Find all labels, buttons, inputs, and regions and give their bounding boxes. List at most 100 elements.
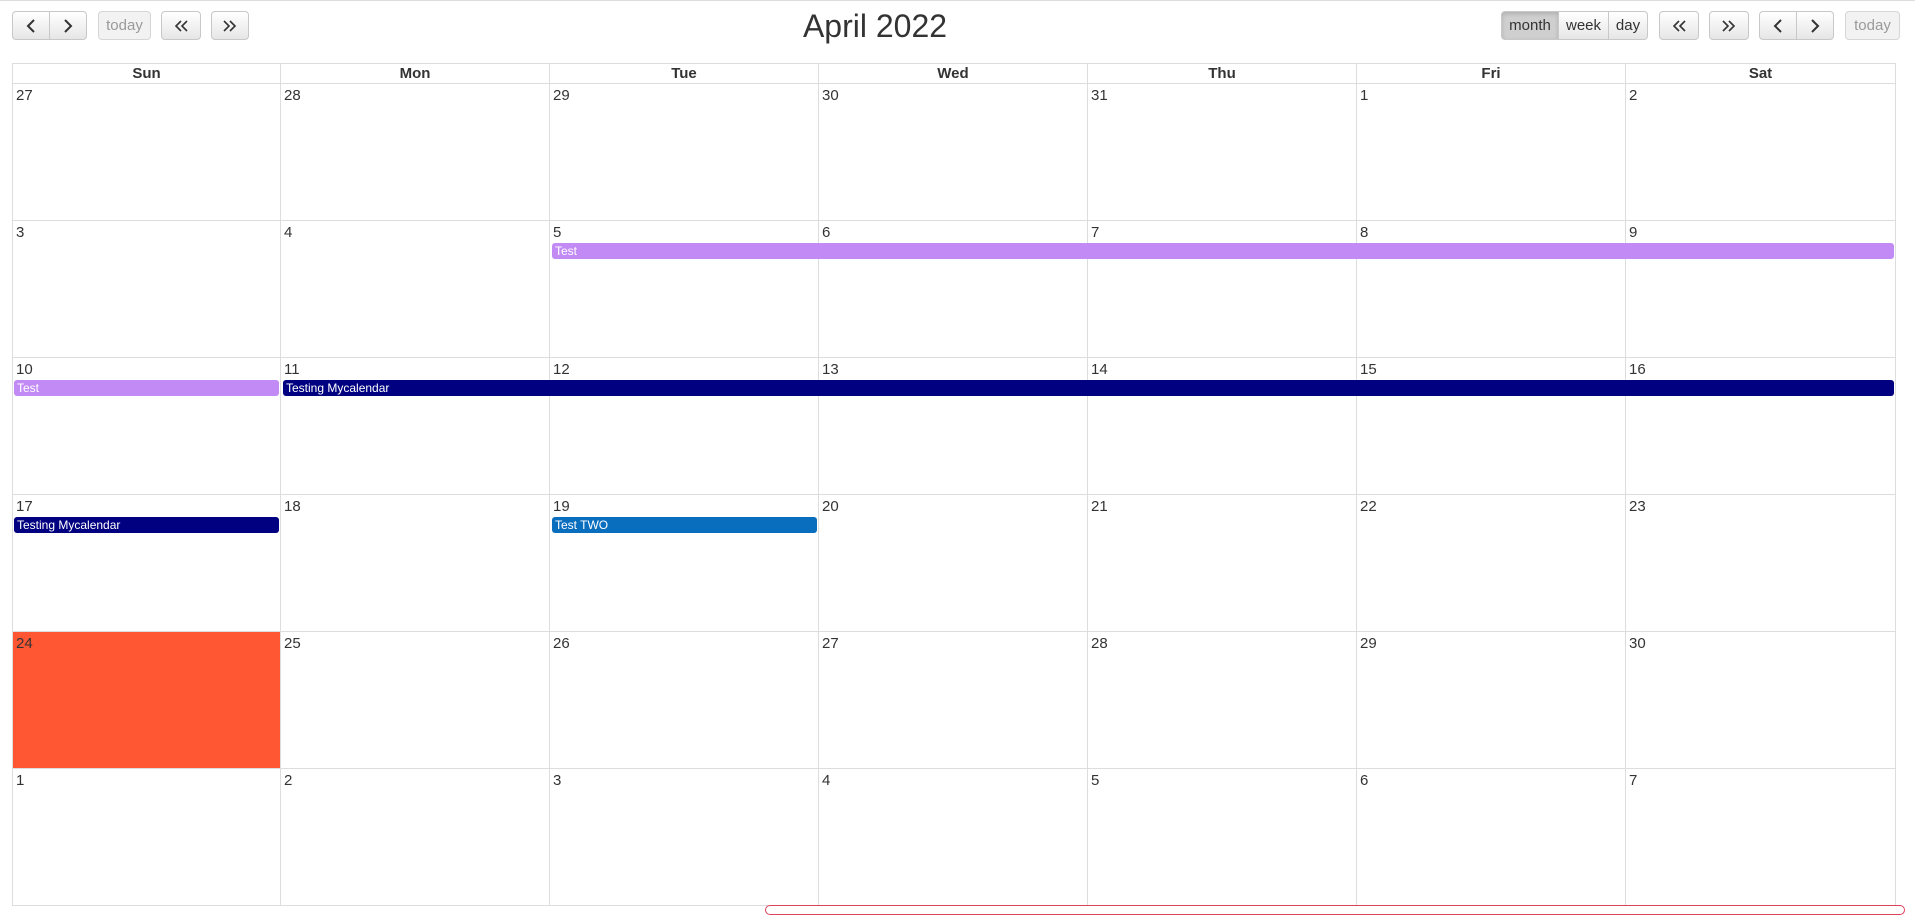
day-cell[interactable]: 1 <box>12 769 281 906</box>
day-cell[interactable]: 19 <box>550 495 819 632</box>
day-cell[interactable]: 4 <box>819 769 1088 906</box>
day-number[interactable]: 2 <box>1629 87 1638 104</box>
day-cell[interactable]: 3 <box>12 221 281 358</box>
day-cell[interactable]: 21 <box>1088 495 1357 632</box>
calendar-event[interactable]: Testing Mycalendar <box>283 380 1894 396</box>
day-number[interactable]: 12 <box>553 361 570 378</box>
day-cell[interactable]: 6 <box>819 221 1088 358</box>
day-cell[interactable]: 27 <box>12 84 281 221</box>
month-view-button[interactable]: month <box>1501 11 1559 40</box>
day-number[interactable]: 19 <box>553 498 570 515</box>
day-cell[interactable]: 2 <box>1626 84 1896 221</box>
next-button[interactable] <box>49 11 87 40</box>
day-cell[interactable]: 12 <box>550 358 819 495</box>
day-cell[interactable]: 15 <box>1357 358 1626 495</box>
day-cell[interactable]: 3 <box>550 769 819 906</box>
calendar-event[interactable]: Test <box>552 243 1894 259</box>
day-number[interactable]: 21 <box>1091 498 1108 515</box>
next-button-right[interactable] <box>1796 11 1834 40</box>
today-button-right[interactable]: today <box>1845 11 1900 40</box>
day-number[interactable]: 2 <box>284 772 293 789</box>
day-cell[interactable]: 2 <box>281 769 550 906</box>
day-number[interactable]: 28 <box>284 87 301 104</box>
day-number[interactable]: 10 <box>16 361 33 378</box>
day-number[interactable]: 11 <box>284 361 300 378</box>
day-cell[interactable]: 22 <box>1357 495 1626 632</box>
day-number[interactable]: 27 <box>822 635 839 652</box>
day-cell[interactable]: 25 <box>281 632 550 769</box>
day-cell[interactable]: 8 <box>1357 221 1626 358</box>
day-number[interactable]: 29 <box>553 87 570 104</box>
day-cell[interactable]: 28 <box>1088 632 1357 769</box>
day-number[interactable]: 24 <box>16 635 33 652</box>
week-view-button[interactable]: week <box>1558 11 1609 40</box>
prev-year-button[interactable] <box>161 11 201 40</box>
day-view-button[interactable]: day <box>1608 11 1648 40</box>
day-number[interactable]: 25 <box>284 635 301 652</box>
day-cell[interactable]: 16 <box>1626 358 1896 495</box>
calendar-event[interactable]: Test TWO <box>552 517 817 533</box>
day-number[interactable]: 5 <box>553 224 562 241</box>
day-number[interactable]: 18 <box>284 498 301 515</box>
day-number[interactable]: 29 <box>1360 635 1377 652</box>
day-cell[interactable]: 31 <box>1088 84 1357 221</box>
day-number[interactable]: 3 <box>553 772 562 789</box>
day-number[interactable]: 4 <box>284 224 293 241</box>
day-cell[interactable]: 9 <box>1626 221 1896 358</box>
day-cell[interactable]: 29 <box>1357 632 1626 769</box>
day-number[interactable]: 9 <box>1629 224 1638 241</box>
day-number[interactable]: 30 <box>822 87 839 104</box>
day-cell[interactable]: 13 <box>819 358 1088 495</box>
day-cell[interactable]: 30 <box>819 84 1088 221</box>
day-cell[interactable]: 1 <box>1357 84 1626 221</box>
day-number[interactable]: 26 <box>553 635 570 652</box>
day-number[interactable]: 17 <box>16 498 33 515</box>
day-cell[interactable]: 14 <box>1088 358 1357 495</box>
day-number[interactable]: 16 <box>1629 361 1646 378</box>
day-number[interactable]: 31 <box>1091 87 1108 104</box>
calendar-event[interactable]: Testing Mycalendar <box>14 517 279 533</box>
day-cell[interactable]: 26 <box>550 632 819 769</box>
next-year-button-right[interactable] <box>1709 11 1749 40</box>
day-cell[interactable]: 7 <box>1088 221 1357 358</box>
day-number[interactable]: 23 <box>1629 498 1646 515</box>
day-cell[interactable]: 6 <box>1357 769 1626 906</box>
day-number[interactable]: 4 <box>822 772 831 789</box>
day-number[interactable]: 13 <box>822 361 839 378</box>
day-cell[interactable]: 28 <box>281 84 550 221</box>
day-cell[interactable]: 7 <box>1626 769 1896 906</box>
day-number[interactable]: 7 <box>1091 224 1100 241</box>
day-number[interactable]: 1 <box>1360 87 1369 104</box>
day-cell[interactable]: 27 <box>819 632 1088 769</box>
day-cell[interactable]: 30 <box>1626 632 1896 769</box>
day-cell[interactable]: 23 <box>1626 495 1896 632</box>
next-year-button[interactable] <box>211 11 249 40</box>
prev-year-button-right[interactable] <box>1659 11 1699 40</box>
day-number[interactable]: 6 <box>1360 772 1369 789</box>
prev-button[interactable] <box>12 11 50 40</box>
calendar-event[interactable]: Test <box>14 380 279 396</box>
day-number[interactable]: 3 <box>16 224 25 241</box>
day-number[interactable]: 28 <box>1091 635 1108 652</box>
day-number[interactable]: 15 <box>1360 361 1377 378</box>
day-number[interactable]: 7 <box>1629 772 1638 789</box>
day-number[interactable]: 6 <box>822 224 831 241</box>
day-cell[interactable]: 10 <box>12 358 281 495</box>
day-cell[interactable]: 29 <box>550 84 819 221</box>
day-number[interactable]: 27 <box>16 87 33 104</box>
day-number[interactable]: 14 <box>1091 361 1108 378</box>
day-cell[interactable]: 24 <box>12 632 281 769</box>
day-cell[interactable]: 11 <box>281 358 550 495</box>
day-number[interactable]: 5 <box>1091 772 1100 789</box>
day-cell[interactable]: 20 <box>819 495 1088 632</box>
prev-button-right[interactable] <box>1759 11 1797 40</box>
day-number[interactable]: 30 <box>1629 635 1646 652</box>
day-number[interactable]: 8 <box>1360 224 1369 241</box>
day-number[interactable]: 22 <box>1360 498 1377 515</box>
day-cell[interactable]: 17 <box>12 495 281 632</box>
day-cell[interactable]: 5 <box>1088 769 1357 906</box>
day-cell[interactable]: 5 <box>550 221 819 358</box>
day-number[interactable]: 20 <box>822 498 839 515</box>
day-number[interactable]: 1 <box>16 772 25 789</box>
day-cell[interactable]: 18 <box>281 495 550 632</box>
